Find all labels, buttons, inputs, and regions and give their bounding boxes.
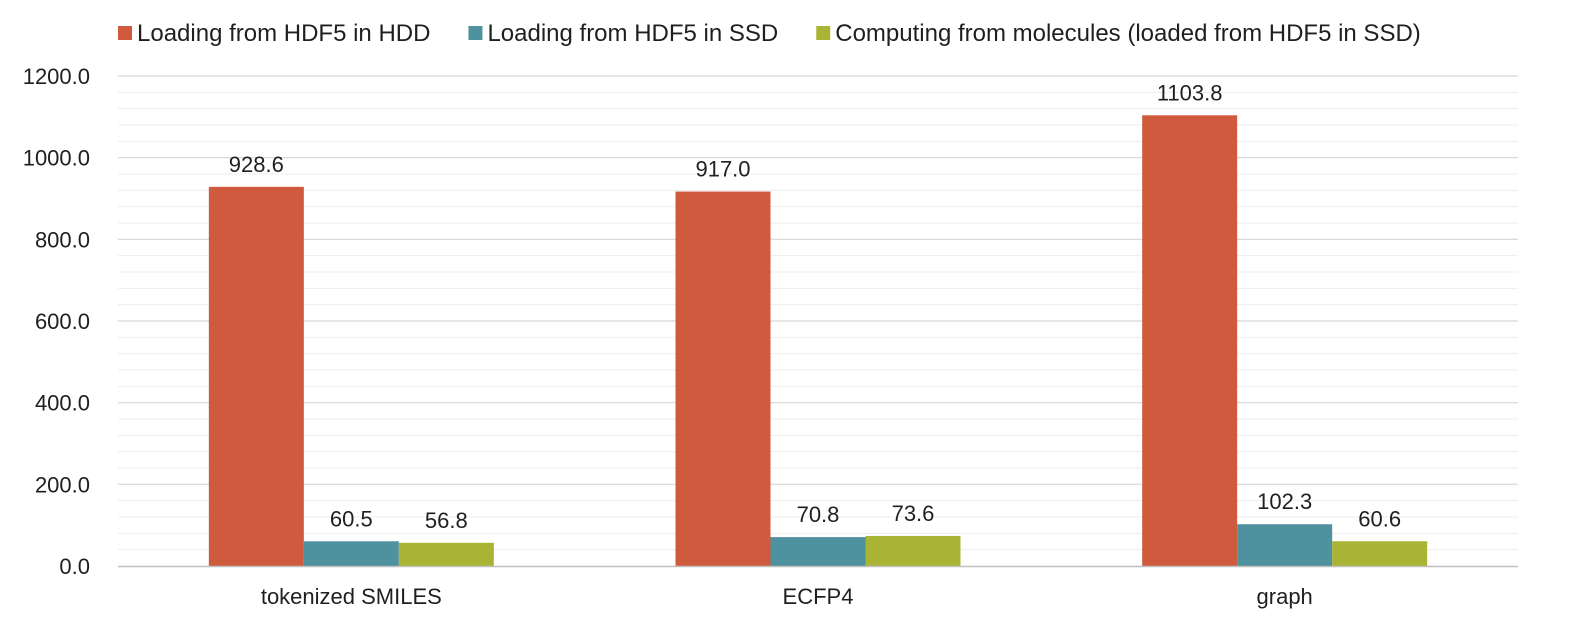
bar [398, 542, 494, 566]
legend-item: Computing from molecules (loaded from HD… [816, 20, 1421, 47]
y-axis-tick-labels: 0.0 200.0 400.0 600.0 800.0 1000.0 1200.0 [23, 64, 90, 579]
legend: Loading from HDF5 in HDD Loading from HDF… [118, 20, 1421, 47]
data-label: 60.6 [1358, 506, 1401, 531]
data-label: 917.0 [695, 157, 750, 182]
legend-swatch [118, 26, 132, 40]
bar [208, 186, 304, 567]
bars [208, 115, 1428, 567]
bar [1332, 541, 1428, 566]
data-label: 70.8 [797, 502, 840, 527]
y-tick-label: 200.0 [35, 472, 90, 497]
y-tick-label: 1200.0 [23, 64, 90, 89]
x-category-label: tokenized SMILES [261, 584, 442, 609]
x-category-label: graph [1257, 584, 1313, 609]
bar [865, 535, 961, 566]
y-tick-label: 400.0 [35, 391, 90, 416]
legend-item: Loading from HDF5 in HDD [118, 20, 430, 47]
legend-swatch [468, 26, 483, 40]
legend-label: Loading from HDF5 in HDD [137, 20, 430, 47]
y-tick-label: 600.0 [35, 309, 90, 334]
bar [303, 541, 399, 566]
minor-gridlines [118, 91, 1518, 551]
legend-item: Loading from HDF5 in SSD [468, 20, 778, 47]
bar [1237, 524, 1333, 566]
legend-swatch [816, 26, 831, 40]
data-labels: 928.6 60.5 56.8 917.0 70.8 73.6 1103.8 102.3 60.… [229, 80, 1401, 533]
data-label: 73.6 [892, 501, 935, 526]
bar [1142, 115, 1238, 566]
y-tick-label: 800.0 [35, 227, 90, 252]
x-axis-category-labels: tokenized SMILES ECFP4 graph [261, 584, 1313, 609]
data-label: 56.8 [425, 508, 468, 533]
major-gridlines [118, 75, 1518, 485]
data-label: 1103.8 [1157, 80, 1223, 105]
bar [770, 537, 866, 566]
y-tick-label: 1000.0 [23, 146, 90, 171]
data-label: 102.3 [1257, 489, 1312, 514]
legend-label: Loading from HDF5 in SSD [487, 20, 778, 47]
x-category-label: ECFP4 [783, 584, 854, 609]
legend-label: Computing from molecules (loaded from HD… [835, 20, 1421, 47]
bar [675, 191, 771, 566]
data-label: 60.5 [330, 506, 373, 531]
data-label: 928.6 [229, 152, 284, 177]
y-tick-label: 0.0 [59, 554, 90, 579]
